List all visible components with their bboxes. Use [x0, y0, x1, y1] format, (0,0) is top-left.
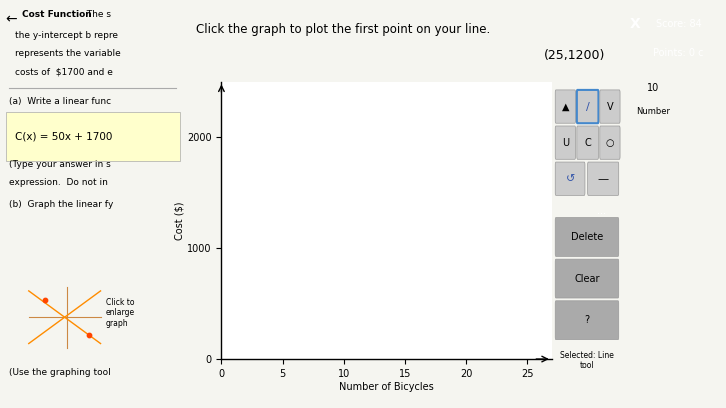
Text: —: —: [597, 174, 608, 184]
Text: (b)  Graph the linear fу: (b) Graph the linear fу: [9, 200, 114, 209]
Text: Points: 0 c: Points: 0 c: [653, 48, 704, 58]
Point: [83, 331, 94, 338]
Text: Click to
enlarge
graph: Click to enlarge graph: [105, 298, 135, 328]
Text: ↺: ↺: [566, 174, 575, 184]
Text: (25,1200): (25,1200): [544, 49, 605, 62]
Text: ←: ←: [6, 12, 17, 26]
FancyBboxPatch shape: [555, 301, 619, 339]
FancyBboxPatch shape: [555, 126, 576, 159]
Text: the y-intercept b repre: the y-intercept b repre: [15, 31, 118, 40]
Text: represents the variablе: represents the variablе: [15, 49, 121, 58]
Text: ...: ...: [597, 206, 606, 215]
Text: Number: Number: [636, 107, 670, 116]
Text: /: /: [586, 102, 590, 111]
Text: (a)  Write a linear func: (a) Write a linear func: [9, 97, 111, 106]
Text: expression.  Do not in: expression. Do not in: [9, 178, 108, 187]
Text: C: C: [584, 137, 591, 148]
Text: Selected: Line
tool: Selected: Line tool: [560, 351, 614, 370]
FancyBboxPatch shape: [587, 162, 619, 195]
Point: [40, 296, 52, 303]
FancyBboxPatch shape: [555, 259, 619, 298]
Text: The s: The s: [81, 10, 112, 19]
Text: ▲: ▲: [562, 102, 569, 111]
FancyBboxPatch shape: [577, 126, 598, 159]
FancyBboxPatch shape: [6, 112, 179, 161]
FancyBboxPatch shape: [600, 126, 620, 159]
Text: Cost Function: Cost Function: [23, 10, 92, 19]
X-axis label: Number of Bicycles: Number of Bicycles: [339, 381, 434, 392]
Text: U: U: [562, 137, 569, 148]
Text: ○: ○: [605, 137, 614, 148]
FancyBboxPatch shape: [555, 90, 576, 123]
Text: (Type your answer in s: (Type your answer in s: [9, 160, 111, 169]
FancyBboxPatch shape: [577, 90, 598, 123]
Text: C(x) = 50x + 1700: C(x) = 50x + 1700: [15, 132, 113, 142]
Text: costs of  $1700 and e: costs of $1700 and e: [15, 67, 113, 76]
Text: ?: ?: [584, 315, 590, 325]
Text: 10: 10: [647, 84, 659, 93]
Text: V: V: [607, 102, 613, 111]
Text: Click the graph to plot the first point on your line.: Click the graph to plot the first point …: [196, 23, 490, 36]
Text: Clear: Clear: [574, 274, 600, 284]
FancyBboxPatch shape: [555, 217, 619, 256]
Text: (Use the graphing tool: (Use the graphing tool: [9, 368, 111, 377]
Text: X: X: [630, 18, 640, 31]
Text: Score: 84: Score: 84: [656, 18, 701, 29]
Y-axis label: Cost ($): Cost ($): [174, 201, 184, 239]
Text: Delete: Delete: [571, 232, 603, 242]
FancyBboxPatch shape: [555, 162, 585, 195]
FancyBboxPatch shape: [600, 90, 620, 123]
